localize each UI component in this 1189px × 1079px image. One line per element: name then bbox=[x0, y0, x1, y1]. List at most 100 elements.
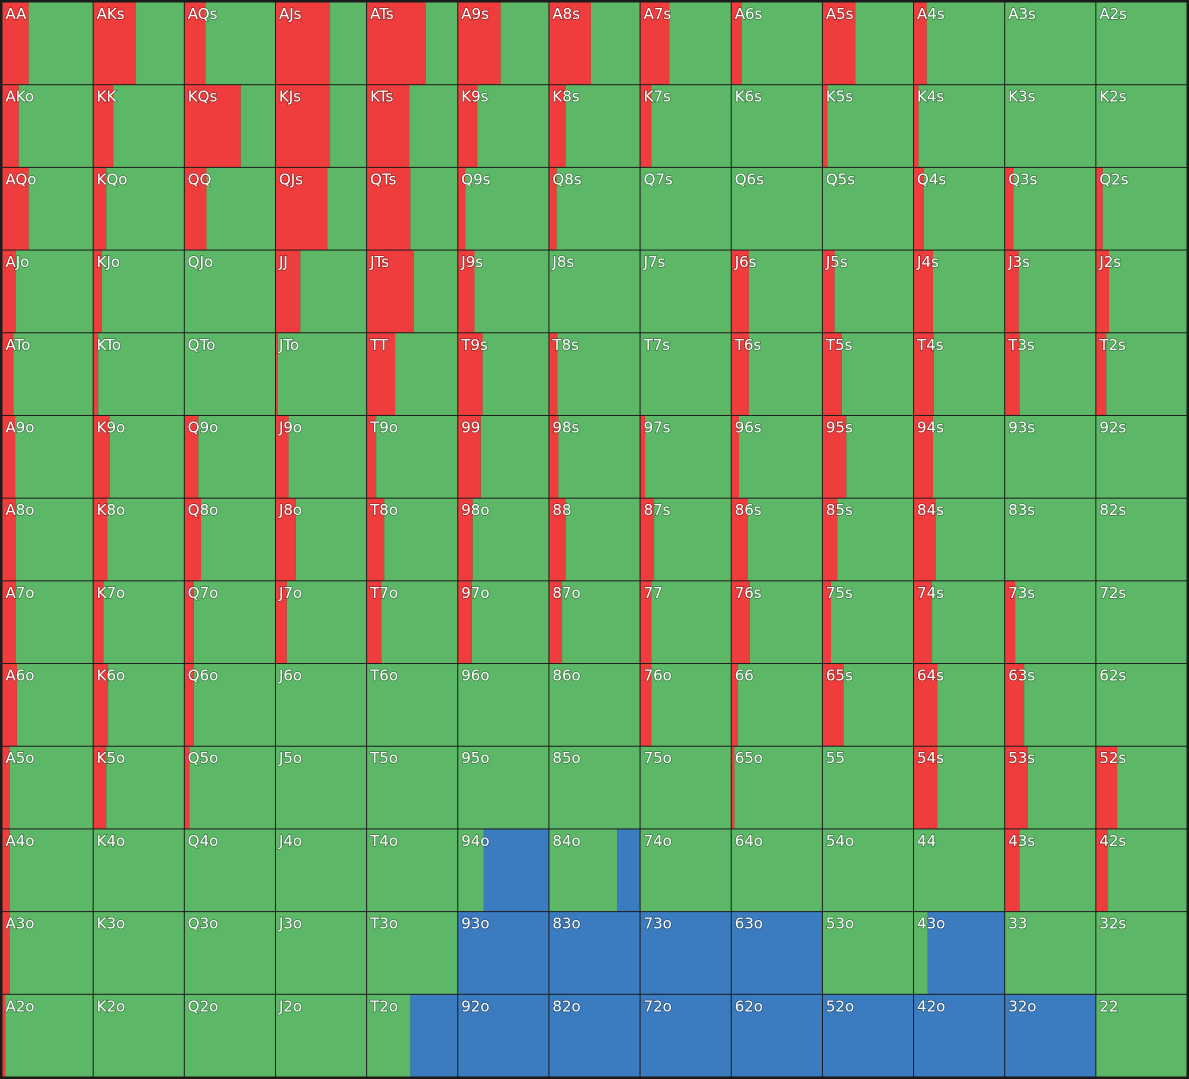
call-segment bbox=[16, 664, 93, 746]
hand-label: T2s bbox=[1098, 336, 1126, 354]
raise-segment bbox=[2, 664, 17, 746]
call-segment bbox=[1108, 829, 1187, 912]
raise-segment bbox=[1005, 664, 1025, 746]
raise-segment bbox=[549, 333, 558, 415]
hand-label: T8s bbox=[551, 336, 579, 354]
raise-segment bbox=[184, 2, 206, 85]
call-segment bbox=[330, 2, 367, 85]
hand-label: Q6o bbox=[188, 667, 219, 685]
call-segment bbox=[1096, 664, 1187, 746]
call-segment bbox=[376, 415, 458, 498]
call-segment bbox=[565, 498, 640, 581]
raise-segment bbox=[549, 167, 557, 250]
call-segment bbox=[275, 829, 367, 912]
call-segment bbox=[184, 333, 275, 415]
hand-label: 95o bbox=[461, 749, 489, 767]
hand-label: Q5s bbox=[826, 170, 855, 188]
fold-segment bbox=[410, 994, 458, 1077]
call-segment bbox=[918, 85, 1005, 167]
raise-segment bbox=[731, 250, 749, 333]
call-segment bbox=[748, 250, 822, 333]
call-segment bbox=[275, 912, 367, 994]
call-segment bbox=[381, 581, 458, 664]
hand-label: QQ bbox=[188, 170, 212, 188]
hand-label: J8s bbox=[551, 253, 574, 271]
hand-label: 84o bbox=[552, 832, 580, 850]
call-segment bbox=[205, 2, 275, 85]
call-segment bbox=[367, 994, 411, 1077]
call-segment bbox=[834, 250, 914, 333]
hand-label: KJs bbox=[279, 88, 301, 106]
raise-segment bbox=[367, 167, 411, 250]
raise-segment bbox=[458, 415, 481, 498]
raise-segment bbox=[93, 167, 107, 250]
call-segment bbox=[914, 912, 928, 994]
raise-segment bbox=[549, 85, 566, 167]
fold-segment bbox=[1005, 994, 1096, 1077]
raise-segment bbox=[2, 498, 17, 581]
raise-segment bbox=[1005, 581, 1016, 664]
hand-label: T4o bbox=[369, 832, 398, 850]
call-segment bbox=[93, 994, 184, 1077]
hand-label: 97o bbox=[461, 584, 489, 602]
call-segment bbox=[107, 498, 184, 581]
call-segment bbox=[193, 664, 275, 746]
raise-segment bbox=[914, 333, 934, 415]
hand-label: A9s bbox=[461, 5, 489, 23]
raise-segment bbox=[93, 333, 99, 415]
hand-label: 54s bbox=[917, 749, 944, 767]
call-segment bbox=[93, 829, 184, 912]
call-segment bbox=[295, 498, 367, 581]
fold-segment bbox=[927, 912, 1005, 994]
call-segment bbox=[184, 994, 275, 1077]
raise-segment bbox=[458, 2, 501, 85]
raise-segment bbox=[822, 85, 828, 167]
raise-segment bbox=[458, 250, 475, 333]
raise-segment bbox=[1005, 250, 1019, 333]
hand-label: QJo bbox=[188, 253, 213, 271]
hand-label: K2s bbox=[1099, 88, 1126, 106]
hand-label: ATs bbox=[370, 5, 394, 23]
hand-label: J9o bbox=[278, 418, 302, 436]
call-segment bbox=[654, 498, 731, 581]
hand-label: J2o bbox=[278, 997, 302, 1015]
hand-label: 96s bbox=[735, 418, 762, 436]
hand-label: 75o bbox=[644, 749, 672, 767]
call-segment bbox=[184, 912, 275, 994]
fold-segment bbox=[731, 912, 822, 994]
hand-label: 92o bbox=[461, 997, 489, 1015]
hand-label: 42s bbox=[1099, 832, 1126, 850]
call-segment bbox=[198, 415, 275, 498]
raise-segment bbox=[731, 746, 735, 829]
call-segment bbox=[590, 2, 640, 85]
call-segment bbox=[640, 333, 731, 415]
raise-segment bbox=[2, 415, 16, 498]
raise-segment bbox=[731, 664, 739, 746]
raise-segment bbox=[184, 664, 194, 746]
raise-segment bbox=[640, 664, 652, 746]
raise-segment bbox=[2, 829, 10, 912]
raise-segment bbox=[914, 498, 936, 581]
call-segment bbox=[330, 85, 367, 167]
call-segment bbox=[384, 498, 458, 581]
call-segment bbox=[1005, 2, 1096, 85]
raise-segment bbox=[1096, 333, 1107, 415]
call-segment bbox=[477, 85, 549, 167]
call-segment bbox=[500, 2, 549, 85]
hand-label: J6o bbox=[278, 667, 302, 685]
raise-segment bbox=[914, 85, 919, 167]
call-segment bbox=[108, 664, 184, 746]
raise-segment bbox=[2, 167, 29, 250]
raise-segment bbox=[275, 85, 331, 167]
raise-segment bbox=[731, 333, 749, 415]
call-segment bbox=[300, 250, 367, 333]
call-segment bbox=[741, 2, 822, 85]
call-segment bbox=[1027, 746, 1096, 829]
call-segment bbox=[822, 912, 914, 994]
hand-label: 43o bbox=[917, 915, 945, 933]
call-segment bbox=[458, 829, 484, 912]
call-segment bbox=[1015, 581, 1096, 664]
call-segment bbox=[201, 498, 275, 581]
raise-segment bbox=[822, 415, 847, 498]
